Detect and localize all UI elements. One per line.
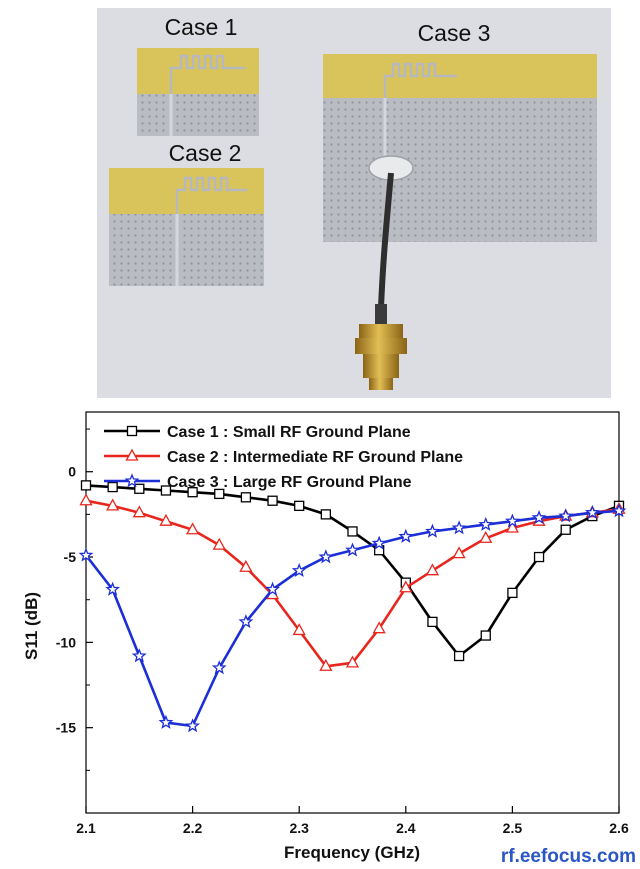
y-tick-label: -10 <box>56 634 76 650</box>
case-2-board <box>109 168 264 286</box>
case-1-label: Case 1 <box>165 14 238 40</box>
series-2-point <box>79 493 93 506</box>
x-tick-label: 2.3 <box>289 820 309 836</box>
legend-label: Case 2 : Intermediate RF Ground Plane <box>167 449 463 466</box>
series-1-point <box>107 481 118 493</box>
y-axis-title: S11 (dB) <box>22 592 41 660</box>
series-3-point <box>291 562 307 577</box>
series-3-point <box>185 718 201 733</box>
antenna-prototype-photo: Case 1 Case 2 Case 3 <box>97 8 611 398</box>
y-tick-label: 0 <box>68 464 76 480</box>
series-1-point <box>267 495 278 506</box>
series-3-point <box>211 660 227 675</box>
plot-frame <box>85 411 620 814</box>
series-1-point <box>134 483 145 494</box>
series-2-point <box>505 520 519 533</box>
legend: Case 1 : Small RF Ground Plane Case 2 : I… <box>104 424 463 491</box>
series-3-point <box>451 520 467 535</box>
series-3-point <box>478 516 494 531</box>
series-2-point <box>479 530 493 543</box>
series-3-point <box>425 523 440 538</box>
x-tick-label: 2.5 <box>503 820 523 836</box>
series-3-point <box>584 504 600 519</box>
series-3-point <box>531 510 547 525</box>
case-2-label: Case 2 <box>169 140 242 166</box>
series-1-point <box>187 487 198 498</box>
series-1-point <box>427 616 438 628</box>
x-axis-title: Frequency (GHz) <box>284 843 420 862</box>
legend-label: Case 3 : Large RF Ground Plane <box>167 474 412 491</box>
series-3-point <box>558 508 574 523</box>
series-2-point <box>239 559 253 572</box>
series-2-point <box>292 623 306 636</box>
x-tick-label: 2.4 <box>396 820 416 836</box>
series-2-point <box>425 563 440 576</box>
series-2-point <box>372 621 386 634</box>
series-2-point <box>319 658 333 671</box>
case-3-label: Case 3 <box>418 20 491 46</box>
series-1-point <box>320 509 332 520</box>
watermark: rf.eefocus.com <box>501 846 636 867</box>
series-1-point <box>294 500 305 512</box>
series-1-point <box>160 485 172 496</box>
series-1-point <box>507 587 518 599</box>
x-tick-label: 2.6 <box>609 820 629 836</box>
series-3-point <box>105 581 121 596</box>
series-3-point <box>318 549 334 564</box>
series-3-point <box>371 535 387 550</box>
legend-swatch-marker <box>126 425 138 437</box>
series-1-point <box>347 526 358 537</box>
series-3-point <box>504 513 520 528</box>
legend-entry-1: Case 1 : Small RF Ground Plane <box>104 424 411 441</box>
case-1-board <box>137 48 259 136</box>
case-3-board <box>323 54 597 242</box>
series-3-point <box>398 528 414 543</box>
legend-entry-2: Case 2 : Intermediate RF Ground Plane <box>104 448 463 466</box>
series-3-point <box>265 581 280 596</box>
y-tick-label: -15 <box>56 720 76 736</box>
series-3-point <box>158 714 174 729</box>
legend-label: Case 1 : Small RF Ground Plane <box>167 424 411 441</box>
series-1-point <box>214 488 225 500</box>
series-2-point <box>212 537 226 550</box>
sma-connector <box>355 172 407 390</box>
series-2-point <box>132 505 146 518</box>
series-3-point <box>131 648 147 663</box>
series-3-point <box>345 542 360 557</box>
series-1-point <box>453 650 465 662</box>
legend-swatch-marker <box>125 448 139 461</box>
series-1-point <box>240 492 252 503</box>
legend-swatch-marker <box>124 473 140 488</box>
series-2-point <box>159 513 173 526</box>
series-2-point <box>106 498 120 511</box>
series-2-point <box>452 546 466 559</box>
s11-chart: 2.1 2.2 2.3 2.4 2.5 2.6 0 -5 -10 -15 Case 1 : Sma… <box>22 411 636 867</box>
series-3-point <box>78 547 94 562</box>
series-3-point <box>238 614 254 629</box>
legend-entry-3: Case 3 : Large RF Ground Plane <box>104 473 412 491</box>
series-layer <box>78 480 627 733</box>
series-1-point <box>533 551 545 563</box>
series-1 <box>80 480 625 662</box>
x-tick-label: 2.1 <box>76 820 96 836</box>
series-2-point <box>399 580 413 593</box>
series-3 <box>78 503 627 733</box>
y-tick-label: -5 <box>64 549 77 565</box>
axis-ticks: 2.1 2.2 2.3 2.4 2.5 2.6 0 -5 -10 -15 <box>56 428 629 836</box>
series-2-point <box>345 655 360 668</box>
series-1-point <box>560 524 571 535</box>
x-tick-label: 2.2 <box>183 820 203 836</box>
series-1-point <box>80 480 92 491</box>
series-3-point <box>611 503 627 518</box>
series-2-point <box>186 522 200 535</box>
series-1-point <box>480 630 491 641</box>
